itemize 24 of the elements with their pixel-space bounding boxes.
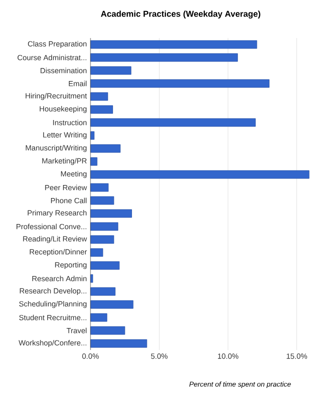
bar [90,313,108,322]
bar [90,157,98,166]
bar [90,261,120,270]
bar [90,196,114,205]
bar [90,300,134,309]
bar [90,40,258,49]
bar [90,66,132,75]
bar [90,105,113,114]
bar [90,209,132,218]
bar [90,53,238,62]
bar [90,183,109,192]
bar [90,222,118,231]
bar [90,326,126,335]
bar [90,339,148,348]
bar [90,170,310,179]
bar [90,144,121,153]
bar [90,235,114,244]
bar [90,79,270,88]
bar [90,248,104,257]
bar [90,118,256,127]
bar [90,287,116,296]
chart-title: Academic Practices (Weekday Average) [100,10,260,19]
bar [90,131,94,140]
bar [90,92,108,101]
